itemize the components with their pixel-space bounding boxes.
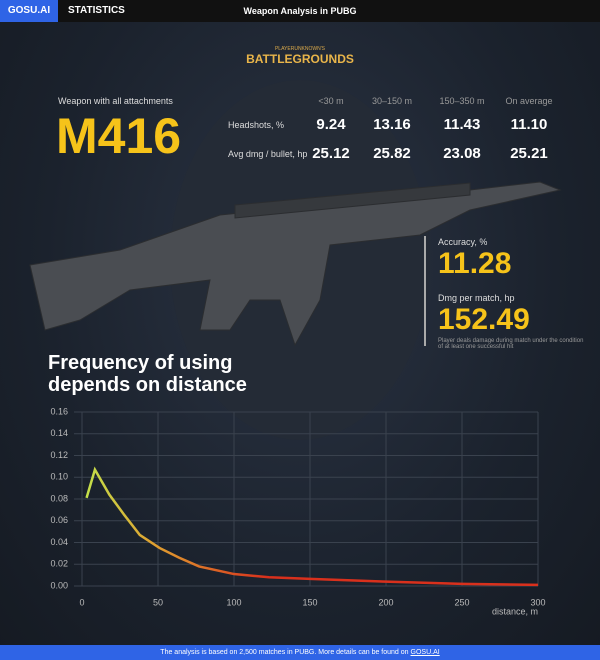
cell: 11.10 [510,116,548,133]
weapon-caption: Weapon with all attachments [58,96,173,106]
tab[interactable]: STATISTICS [68,5,125,16]
x-tick-label: 100 [226,597,241,607]
x-tick-label: 150 [302,597,317,607]
y-tick-label: 0.08 [50,493,68,503]
rifle [29,181,562,347]
stat-label: Accuracy, % [438,237,488,247]
stat-value: 11.28 [438,247,512,280]
footer: The analysis is based on 2,500 matches i… [0,645,600,660]
cell: 25.12 [312,145,350,162]
stat-note: Player deals damage during match under t… [438,338,584,350]
row-label: Headshots, % [228,120,285,130]
header-title: Weapon Analysis in PUBG [243,6,357,16]
y-tick-label: 0.16 [50,406,68,416]
line [85,466,539,587]
logo-main: BATTLEGROUNDS [246,52,354,66]
stat-label: Dmg per match, hp [438,293,515,303]
chart-title: Frequency of using depends on distance [48,352,247,396]
x-tick-label: 0 [79,597,84,607]
column-header: 150–350 m [439,96,485,106]
y-tick-label: 0.04 [50,537,68,547]
cell: 9.24 [316,116,346,133]
footer-text: The analysis is based on 2,500 matches i… [160,649,409,656]
brand[interactable]: GOSU.AI [0,0,58,22]
x-tick-label: 200 [378,597,393,607]
logo-top: PLAYERUNKNOWN'S [274,46,326,52]
column-header: 30–150 m [371,96,413,106]
y-tick-label: 0.00 [50,580,68,590]
x-axis-label: distance, m [492,606,538,616]
y-tick-label: 0.06 [50,515,68,525]
footer-link[interactable]: GOSU.AI [410,649,440,656]
weapon-name: M416 [56,108,182,164]
stat-value: 152.49 [438,303,530,336]
cell: 13.16 [373,116,411,133]
cell: 25.82 [373,145,411,162]
y-tick-label: 0.12 [50,450,68,460]
header-bar: GOSU.AI STATISTICS Weapon Analysis in PU… [0,0,600,22]
column-header: <30 m [318,96,344,106]
cell: 25.21 [510,145,548,162]
y-tick-label: 0.14 [50,428,68,438]
y-tick-label: 0.10 [50,472,68,482]
y-tick-label: 0.02 [50,559,68,569]
cell: 11.43 [443,116,481,133]
cell: 23.08 [443,145,481,162]
divider [424,236,426,346]
column-header: On average [505,96,553,106]
x-tick-label: 250 [454,597,469,607]
x-tick-label: 50 [153,597,163,607]
row-label: Avg dmg / bullet, hp [228,149,308,159]
x-tick-label: 300 [530,597,545,607]
